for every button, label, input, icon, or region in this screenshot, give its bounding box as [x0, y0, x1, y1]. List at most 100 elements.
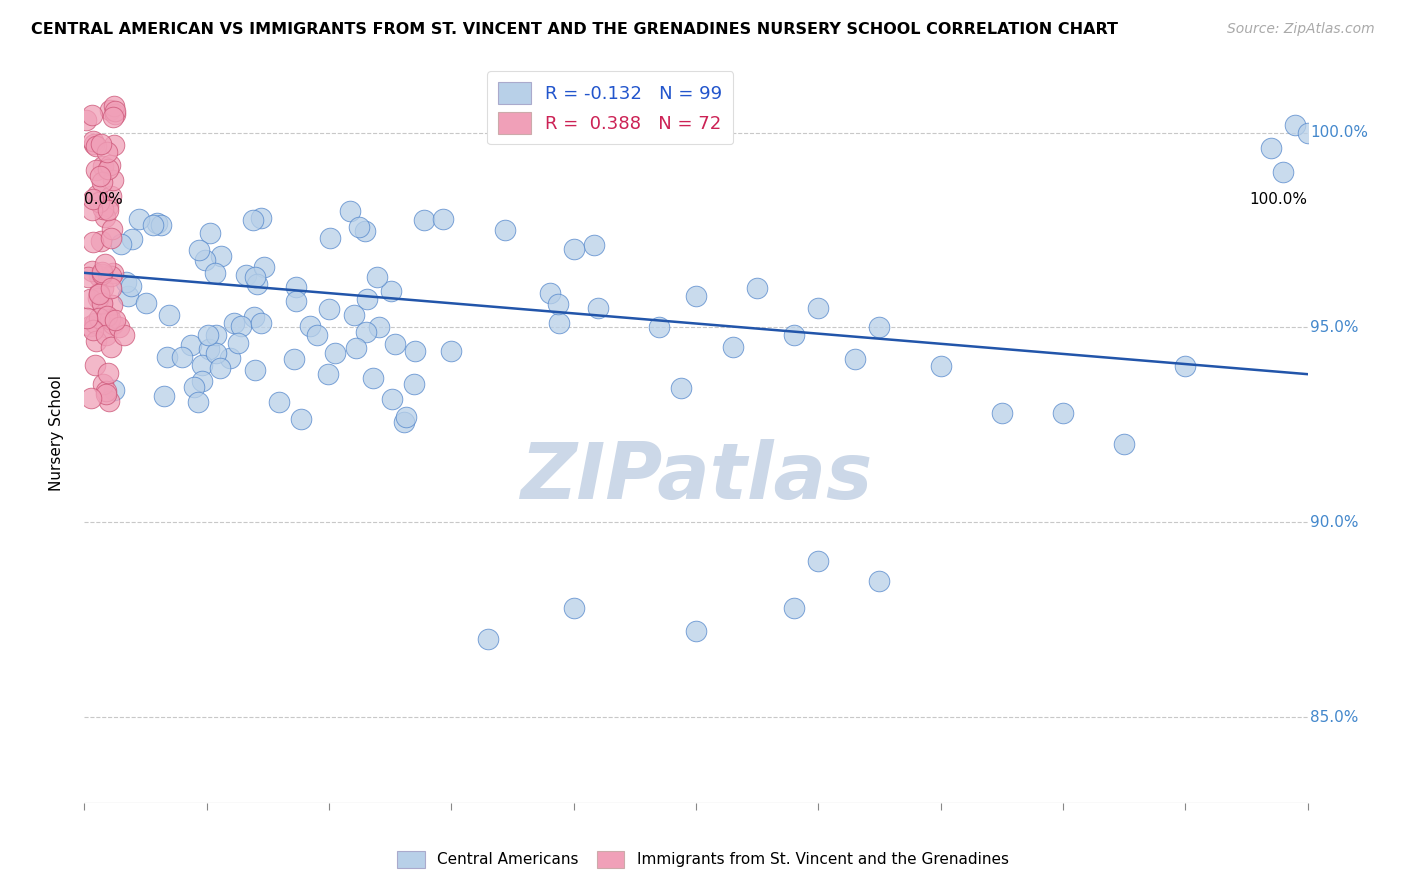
Point: [250, 316, 273, 330]
Point: [344, 342, 367, 356]
Point: [1296, 126, 1319, 140]
Point: [218, 351, 240, 365]
Point: [135, 296, 157, 310]
Point: [114, 275, 136, 289]
Point: [96, 320, 118, 334]
Point: [354, 325, 377, 339]
Point: [90, 296, 112, 310]
Point: [343, 309, 366, 323]
Point: [101, 267, 124, 281]
Point: [205, 346, 228, 360]
Point: [547, 297, 569, 311]
Point: [104, 107, 127, 121]
Point: [98, 158, 121, 172]
Point: [384, 336, 406, 351]
Point: [747, 281, 769, 295]
Point: [91, 159, 114, 173]
Point: [249, 211, 271, 226]
Point: [562, 243, 585, 257]
Point: [96, 328, 118, 343]
Point: [191, 374, 214, 388]
Point: [156, 350, 179, 364]
Point: [89, 194, 111, 209]
Point: [101, 111, 124, 125]
Point: [86, 188, 108, 202]
Point: [284, 280, 307, 294]
Point: [347, 220, 370, 235]
Point: [101, 317, 124, 331]
Text: 90.0%: 90.0%: [1310, 515, 1358, 530]
Point: [180, 338, 202, 352]
Point: [191, 358, 214, 372]
Point: [82, 134, 104, 148]
Point: [97, 202, 120, 217]
Point: [103, 99, 125, 113]
Point: [97, 162, 120, 177]
Point: [198, 342, 221, 356]
Point: [94, 384, 117, 399]
Point: [101, 173, 124, 187]
Point: [194, 252, 217, 267]
Point: [89, 136, 111, 151]
Point: [991, 406, 1014, 420]
Point: [100, 231, 122, 245]
Point: [104, 312, 127, 326]
Point: [112, 328, 135, 343]
Point: [103, 383, 125, 397]
Point: [229, 318, 252, 333]
Point: [128, 211, 150, 226]
Point: [269, 394, 291, 409]
Point: [142, 218, 165, 232]
Point: [110, 236, 132, 251]
Text: 95.0%: 95.0%: [1310, 320, 1358, 334]
Point: [439, 343, 461, 358]
Point: [82, 193, 104, 207]
Point: [187, 243, 209, 257]
Point: [290, 412, 312, 426]
Point: [84, 139, 107, 153]
Point: [100, 298, 122, 312]
Point: [477, 632, 499, 647]
Point: [149, 219, 172, 233]
Point: [562, 601, 585, 615]
Point: [869, 574, 891, 588]
Point: [392, 415, 415, 429]
Legend: R = -0.132   N = 99, R =  0.388   N = 72: R = -0.132 N = 99, R = 0.388 N = 72: [488, 71, 733, 145]
Point: [87, 286, 110, 301]
Point: [91, 377, 114, 392]
Point: [204, 327, 226, 342]
Point: [1260, 141, 1282, 155]
Point: [253, 260, 276, 274]
Point: [90, 296, 112, 310]
Point: [120, 279, 142, 293]
Point: [235, 268, 257, 282]
Point: [103, 138, 125, 153]
Point: [97, 366, 120, 380]
Point: [844, 351, 866, 366]
Point: [79, 292, 101, 306]
Point: [170, 350, 193, 364]
Point: [86, 291, 108, 305]
Point: [145, 216, 167, 230]
Point: [87, 268, 110, 283]
Point: [80, 108, 103, 122]
Point: [91, 267, 114, 281]
Point: [323, 346, 346, 360]
Point: [367, 319, 389, 334]
Point: [183, 379, 205, 393]
Legend: Central Americans, Immigrants from St. Vincent and the Grenadines: Central Americans, Immigrants from St. V…: [391, 845, 1015, 873]
Point: [721, 340, 744, 354]
Point: [807, 301, 830, 315]
Text: CENTRAL AMERICAN VS IMMIGRANTS FROM ST. VINCENT AND THE GRENADINES NURSERY SCHOO: CENTRAL AMERICAN VS IMMIGRANTS FROM ST. …: [31, 22, 1118, 37]
Point: [100, 340, 122, 354]
Point: [547, 316, 569, 330]
Point: [1114, 437, 1136, 451]
Point: [783, 328, 806, 343]
Point: [84, 163, 107, 178]
Point: [94, 211, 117, 225]
Point: [495, 223, 517, 237]
Point: [100, 189, 122, 203]
Point: [242, 213, 264, 227]
Text: ZIPatlas: ZIPatlas: [520, 439, 872, 515]
Point: [98, 103, 121, 117]
